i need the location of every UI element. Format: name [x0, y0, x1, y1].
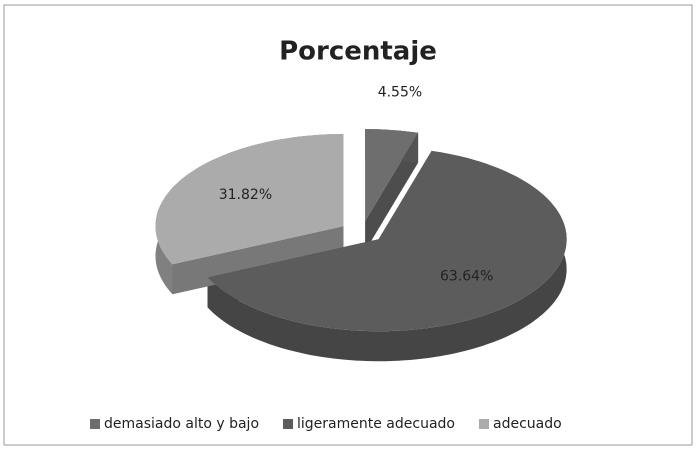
legend-swatch	[90, 419, 100, 429]
data-label: 4.55%	[378, 85, 422, 101]
legend-label: demasiado alto y bajo	[104, 416, 259, 432]
legend-swatch	[479, 419, 489, 429]
slice-wall	[365, 132, 419, 252]
legend: demasiado alto y bajo ligeramente adecuad…	[90, 416, 562, 432]
slice	[207, 150, 567, 332]
legend-label: ligeramente adecuado	[297, 416, 455, 432]
data-label: 63.64%	[440, 269, 493, 285]
legend-swatch	[283, 419, 294, 429]
chart-frame	[3, 4, 693, 446]
pie: 4.55% 63.64% 31.82%	[155, 85, 567, 362]
slice	[155, 134, 344, 265]
legend-label: adecuado	[493, 416, 562, 432]
chart-title: Porcentaje	[279, 37, 437, 67]
data-label: 31.82%	[219, 187, 272, 203]
slice	[365, 129, 419, 222]
